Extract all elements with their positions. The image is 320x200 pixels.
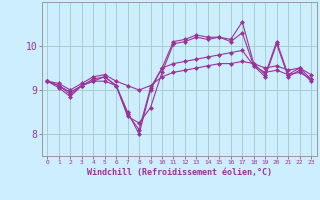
X-axis label: Windchill (Refroidissement éolien,°C): Windchill (Refroidissement éolien,°C) <box>87 168 272 177</box>
